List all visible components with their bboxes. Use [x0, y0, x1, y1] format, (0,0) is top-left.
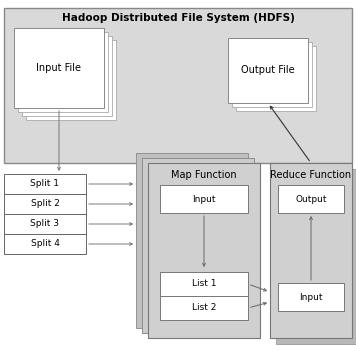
Bar [228, 38, 308, 103]
Text: Reduce Function: Reduce Function [271, 170, 352, 180]
Bar [278, 185, 344, 213]
Text: List 2: List 2 [192, 303, 216, 313]
Bar [236, 46, 316, 111]
Bar [18, 32, 108, 112]
Text: Hadoop Distributed File System (HDFS): Hadoop Distributed File System (HDFS) [62, 13, 294, 23]
Text: Output File: Output File [241, 65, 295, 75]
Bar [4, 214, 86, 234]
Text: Input File: Input File [37, 63, 82, 73]
Text: Split 1: Split 1 [31, 180, 59, 189]
Bar [22, 36, 112, 116]
Text: Split 2: Split 2 [31, 200, 59, 208]
Bar [160, 185, 248, 213]
Bar [160, 272, 248, 296]
Bar [4, 234, 86, 254]
Bar [136, 153, 248, 328]
Bar [160, 296, 248, 320]
Bar [270, 163, 352, 338]
Text: List 1: List 1 [192, 279, 216, 289]
Text: Output: Output [295, 195, 327, 203]
Text: Split 3: Split 3 [31, 220, 59, 228]
Bar [142, 158, 254, 333]
Bar [4, 194, 86, 214]
Bar [4, 174, 86, 194]
Bar [4, 8, 352, 163]
Bar [148, 163, 260, 338]
Text: Map Function: Map Function [171, 170, 237, 180]
Bar [14, 28, 104, 108]
Bar [278, 283, 344, 311]
Text: Split 4: Split 4 [31, 239, 59, 249]
Bar [142, 158, 254, 333]
Text: Input: Input [192, 195, 216, 203]
Bar [276, 169, 356, 344]
Text: Input: Input [299, 293, 323, 302]
Bar [26, 40, 116, 120]
Bar [232, 42, 312, 107]
